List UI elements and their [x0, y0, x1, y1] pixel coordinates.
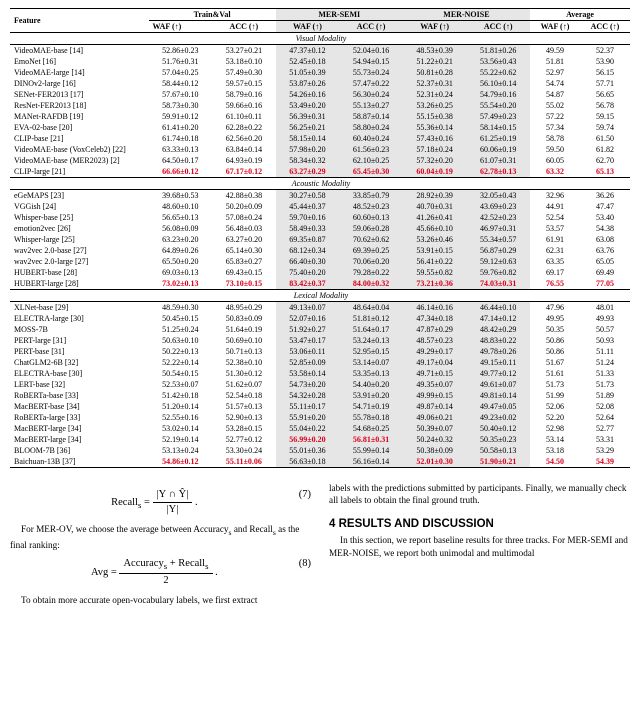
para-extract: To obtain more accurate open-vocabulary …: [10, 594, 311, 606]
section-heading: 4 RESULTS AND DISCUSSION: [329, 517, 630, 533]
benchmark-table: FeatureTrain&ValMER-SEMIMER-NOISEAverage…: [10, 8, 630, 468]
right-col: labels with the predictions submitted by…: [329, 482, 630, 606]
eq-avg: Avg = Accuracys + Recalls2 . (8): [10, 557, 311, 588]
para-merov: For MER-OV, we choose the average betwee…: [10, 523, 311, 551]
left-col: Recalls = |Y ∩ Ŷ||Y| . (7) For MER-OV, w…: [10, 482, 311, 606]
para-section-intro: In this section, we report baseline resu…: [329, 534, 630, 559]
para-labels: labels with the predictions submitted by…: [329, 482, 630, 507]
eq-recall: Recalls = |Y ∩ Ŷ||Y| . (7): [10, 488, 311, 517]
